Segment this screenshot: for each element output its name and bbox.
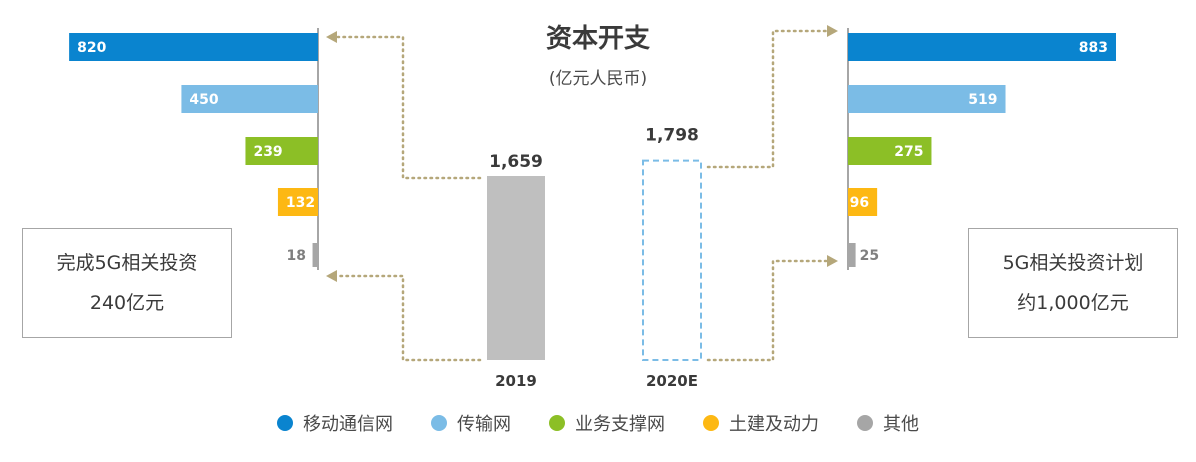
legend-item-other: 其他 <box>857 410 919 436</box>
legend-item-mobile: 移动通信网 <box>277 410 393 436</box>
x-tick-2019: 2019 <box>495 372 537 390</box>
arrowhead-2020e-bottom-icon <box>827 255 838 267</box>
x-tick-2020e: 2020E <box>646 372 698 390</box>
arrowhead-2019-bottom-icon <box>326 270 337 282</box>
label-2019-mobile: 820 <box>77 40 106 56</box>
label-2019-construction: 132 <box>286 195 315 211</box>
label-2020e-business: 275 <box>894 144 923 160</box>
label-2020e-mobile: 883 <box>1079 40 1108 56</box>
legend-label-transmission: 传输网 <box>457 414 511 435</box>
bar-total-2020e <box>642 159 702 361</box>
note-left-line1: 完成5G相关投资 <box>56 252 198 274</box>
note-right: 5G相关投资计划 约1,000亿元 <box>968 228 1178 338</box>
bar-2019-other <box>312 243 318 267</box>
legend-label-construction: 土建及动力 <box>729 414 819 435</box>
bar-2020e-mobile <box>848 33 1116 61</box>
legend-dot-other-icon <box>857 415 873 431</box>
bar-2019-construction <box>277 188 318 216</box>
legend-item-transmission: 传输网 <box>431 410 511 436</box>
legend-dot-construction-icon <box>703 415 719 431</box>
label-2019-business: 239 <box>253 144 282 160</box>
bar-2020e-transmission <box>848 85 1006 113</box>
bar-2019-mobile <box>69 33 318 61</box>
note-left-line2: 240亿元 <box>89 292 165 314</box>
chart-subtitle: (亿元人民币) <box>548 69 648 89</box>
bar-2020e-construction <box>848 188 878 216</box>
legend-dot-transmission-icon <box>431 415 447 431</box>
chart-title: 资本开支 <box>545 24 650 54</box>
legend-item-business: 业务支撑网 <box>549 410 665 436</box>
label-2020e-other: 25 <box>860 248 879 264</box>
legend-label-business: 业务支撑网 <box>575 414 665 435</box>
total-label-2020e: 1,798 <box>645 126 699 146</box>
connector-2020e-bottom <box>706 259 828 362</box>
label-2019-other: 18 <box>287 248 306 264</box>
legend: 移动通信网 传输网 业务支撑网 土建及动力 其他 <box>0 410 1196 436</box>
legend-label-mobile: 移动通信网 <box>303 414 393 435</box>
connector-2020e-top <box>706 29 828 169</box>
connector-2019-bottom <box>336 274 482 362</box>
label-2019-transmission: 450 <box>189 92 218 108</box>
arrowhead-2020e-top-icon <box>827 25 838 37</box>
note-right-line2: 约1,000亿元 <box>1017 292 1129 314</box>
legend-label-other: 其他 <box>883 414 919 435</box>
label-2020e-transmission: 519 <box>968 92 997 108</box>
connector-2019-top <box>336 35 482 180</box>
legend-item-construction: 土建及动力 <box>703 410 819 436</box>
note-right-line1: 5G相关投资计划 <box>1002 252 1144 274</box>
legend-dot-mobile-icon <box>277 415 293 431</box>
bar-2019-transmission <box>181 85 318 113</box>
arrowhead-2019-top-icon <box>326 31 337 43</box>
total-label-2019: 1,659 <box>489 152 543 172</box>
bar-total-2019 <box>487 176 545 360</box>
bar-2019-business <box>245 137 318 165</box>
note-left: 完成5G相关投资 240亿元 <box>22 228 232 338</box>
label-2020e-construction: 96 <box>850 195 869 211</box>
bar-2020e-business <box>848 137 932 165</box>
bar-2020e-other <box>848 243 856 267</box>
legend-dot-business-icon <box>549 415 565 431</box>
